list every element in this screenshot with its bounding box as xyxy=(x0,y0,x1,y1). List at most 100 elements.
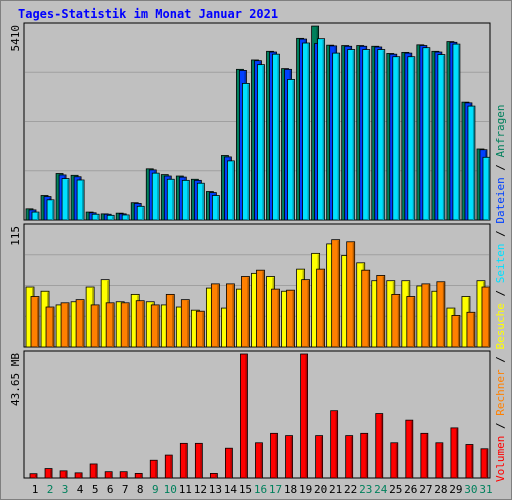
bar-volumen-day-12 xyxy=(194,442,203,479)
legend-entry: Rechner xyxy=(494,369,507,416)
bar-rechner-day-20 xyxy=(316,268,326,348)
legend-entry: Anfragen xyxy=(494,104,507,157)
x-tick-label: 13 xyxy=(209,483,222,496)
bar-rechner-day-3 xyxy=(60,302,70,348)
bar-rechner-day-22 xyxy=(346,241,356,348)
bar-rechner-day-5 xyxy=(90,304,100,348)
x-tick-label: 20 xyxy=(314,483,327,496)
legend-separator: / xyxy=(494,350,507,370)
bar-seiten-day-25 xyxy=(392,56,401,221)
bar-volumen-day-7 xyxy=(119,471,128,479)
bar-volumen-day-5 xyxy=(89,463,98,479)
bar-volumen-day-19 xyxy=(300,353,308,479)
legend-entry: Seiten xyxy=(494,244,507,284)
bar-seiten-day-20 xyxy=(317,38,326,221)
bar-rechner-day-27 xyxy=(421,283,431,348)
bar-volumen-day-15 xyxy=(240,353,248,479)
legend-entry: Besuche xyxy=(494,303,507,349)
bar-volumen-day-21 xyxy=(330,410,339,479)
legend-separator: / xyxy=(494,224,507,244)
bar-rechner-day-15 xyxy=(241,276,250,348)
x-tick-label: 8 xyxy=(137,483,144,496)
bar-volumen-day-27 xyxy=(420,432,429,479)
bar-seiten-day-10 xyxy=(166,178,175,221)
bar-seiten-day-14 xyxy=(227,160,235,221)
bar-volumen-day-28 xyxy=(435,442,444,479)
x-tick-label: 2 xyxy=(47,483,54,496)
x-tick-label: 19 xyxy=(299,483,312,496)
x-tick-label: 21 xyxy=(329,483,342,496)
bar-seiten-day-30 xyxy=(467,105,476,221)
bar-rechner-day-7 xyxy=(120,302,130,348)
bar-rechner-day-10 xyxy=(165,293,175,348)
bar-rechner-day-24 xyxy=(376,275,386,348)
legend-entry: Volumen xyxy=(494,436,507,482)
bar-volumen-day-17 xyxy=(270,432,278,479)
bar-seiten-day-8 xyxy=(136,205,145,221)
x-tick-label: 31 xyxy=(479,483,492,496)
bar-rechner-day-16 xyxy=(256,269,265,348)
bar-rechner-day-8 xyxy=(135,300,145,348)
bar-seiten-day-15 xyxy=(242,82,250,221)
bar-rechner-day-31 xyxy=(481,286,491,348)
bar-seiten-day-7 xyxy=(121,214,130,221)
bar-seiten-day-9 xyxy=(151,172,160,221)
bar-seiten-day-26 xyxy=(407,56,416,221)
bar-rechner-day-12 xyxy=(195,310,205,348)
bar-seiten-day-31 xyxy=(482,156,491,221)
bar-volumen-day-16 xyxy=(255,442,263,479)
legend-separator: / xyxy=(494,416,507,436)
bar-volumen-day-30 xyxy=(465,444,474,479)
x-tick-label: 9 xyxy=(152,483,159,496)
bar-volumen-day-14 xyxy=(225,447,233,479)
x-tick-label: 29 xyxy=(449,483,462,496)
bar-seiten-day-12 xyxy=(196,182,205,221)
bar-seiten-day-28 xyxy=(437,54,446,221)
bar-volumen-day-24 xyxy=(375,413,384,479)
bar-volumen-day-13 xyxy=(209,473,218,479)
bar-rechner-day-18 xyxy=(286,289,295,348)
x-tick-label: 7 xyxy=(122,483,129,496)
x-tick-label: 28 xyxy=(434,483,447,496)
bar-seiten-day-17 xyxy=(272,53,280,221)
bar-seiten-day-2 xyxy=(46,199,55,221)
x-tick-label: 6 xyxy=(107,483,114,496)
bar-rechner-day-14 xyxy=(226,283,235,348)
bar-seiten-day-13 xyxy=(211,195,220,221)
bar-seiten-day-3 xyxy=(61,178,70,221)
bar-seiten-day-11 xyxy=(181,179,190,221)
bar-rechner-day-9 xyxy=(150,304,160,348)
x-tick-label: 5 xyxy=(92,483,99,496)
bar-volumen-day-9 xyxy=(149,459,158,479)
bar-volumen-day-26 xyxy=(405,419,414,479)
x-tick-label: 22 xyxy=(344,483,357,496)
bar-volumen-day-20 xyxy=(315,435,324,479)
bar-seiten-day-19 xyxy=(302,42,310,221)
bar-rechner-day-19 xyxy=(301,279,310,348)
bar-seiten-day-6 xyxy=(106,214,115,221)
x-tick-label: 11 xyxy=(179,483,192,496)
x-tick-label: 10 xyxy=(164,483,177,496)
bar-volumen-day-6 xyxy=(104,471,113,479)
bar-seiten-day-24 xyxy=(377,49,386,221)
x-tick-label: 3 xyxy=(62,483,69,496)
bar-seiten-day-18 xyxy=(287,79,295,221)
x-tick-label: 30 xyxy=(464,483,477,496)
legend-separator: / xyxy=(494,283,507,303)
bar-rechner-day-11 xyxy=(180,299,190,348)
bar-volumen-day-10 xyxy=(164,454,173,479)
x-tick-label: 27 xyxy=(419,483,432,496)
x-tick-label: 24 xyxy=(374,483,388,496)
bar-volumen-day-23 xyxy=(360,432,369,479)
chart-title: Tages-Statistik im Monat Januar 2021 xyxy=(18,7,279,21)
bar-volumen-day-4 xyxy=(74,472,83,479)
bar-rechner-day-2 xyxy=(45,306,55,348)
bar-rechner-day-13 xyxy=(210,283,220,348)
x-tick-label: 23 xyxy=(359,483,372,496)
x-tick-label: 14 xyxy=(224,483,238,496)
x-tick-label: 4 xyxy=(77,483,84,496)
y-max-label-anfragen-dateien-seiten: 5410 xyxy=(9,25,22,52)
bar-seiten-day-27 xyxy=(422,47,431,221)
bar-rechner-day-30 xyxy=(466,311,476,348)
